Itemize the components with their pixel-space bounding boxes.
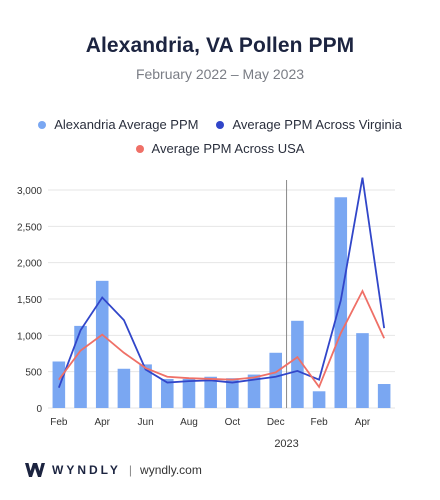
bar-2 <box>95 280 109 408</box>
wyndly-logo-icon <box>25 463 45 477</box>
bar-0 <box>52 361 66 408</box>
legend-label-virginia: Average PPM Across Virginia <box>232 117 402 132</box>
y-tick-label-1500: 1,500 <box>17 295 42 306</box>
footer: WYNDLY | wyndly.com <box>24 462 202 478</box>
y-tick-label-1000: 1,000 <box>17 331 42 342</box>
series-line-1 <box>58 288 385 389</box>
chart-title: Alexandria, VA Pollen PPM <box>85 34 355 57</box>
x-tick-label-2: Apr <box>94 417 110 428</box>
year-marker-label: 2023 <box>274 438 298 450</box>
legend-swatch-virginia <box>216 120 225 129</box>
legend-swatch-usa <box>135 144 144 153</box>
bar-15 <box>377 384 391 408</box>
x-tick-label-8: Oct <box>225 417 241 428</box>
x-tick-label-10: Dec <box>267 417 285 428</box>
bar-14 <box>356 333 369 408</box>
x-tick-label-0: Feb <box>50 417 68 428</box>
legend-label-usa: Average PPM Across USA <box>151 141 305 156</box>
footer-brand: WYNDLY <box>52 463 121 477</box>
y-tick-label-0: 0 <box>36 404 42 415</box>
bar-11 <box>291 320 304 408</box>
legend-item-alexandria: Alexandria Average PPM <box>38 117 198 132</box>
legend-item-usa: Average PPM Across USA <box>135 141 305 156</box>
legend-swatch-alexandria <box>38 120 47 129</box>
pollen-chart: 0 500 1,000 1,500 2,000 2,500 3,000 2023 Feb Apr J… <box>17 177 395 450</box>
y-tick-label-3000: 3,000 <box>17 186 42 197</box>
chart-subtitle: February 2022 – May 2023 <box>135 66 305 82</box>
y-tick-label-2000: 2,000 <box>17 259 42 270</box>
x-tick-label-6: Aug <box>180 417 198 428</box>
bar-4 <box>139 364 152 408</box>
y-tick-label-500: 500 <box>25 368 42 379</box>
bar-3 <box>117 368 131 408</box>
bar-1 <box>74 325 87 408</box>
legend-item-virginia: Average PPM Across Virginia <box>216 117 402 132</box>
legend-row-2: Average PPM Across USA <box>0 141 440 156</box>
series-line-0 <box>58 177 386 388</box>
x-tick-label-12: Feb <box>310 417 328 428</box>
footer-separator: | <box>128 463 133 477</box>
x-tick-label-4: Jun <box>138 417 154 428</box>
bar-12 <box>312 391 326 408</box>
bar-7 <box>204 376 217 408</box>
y-tick-label-2500: 2,500 <box>17 222 42 233</box>
bar-8 <box>226 378 239 408</box>
bar-9 <box>247 374 261 408</box>
legend-row-1: Alexandria Average PPM Average PPM Acros… <box>0 117 440 132</box>
bar-5 <box>160 378 174 408</box>
footer-site-link[interactable]: wyndly.com <box>140 463 202 477</box>
x-tick-label-14: Apr <box>355 417 371 428</box>
bar-10 <box>269 352 283 408</box>
legend-label-alexandria: Alexandria Average PPM <box>54 117 199 132</box>
bar-6 <box>182 378 196 408</box>
